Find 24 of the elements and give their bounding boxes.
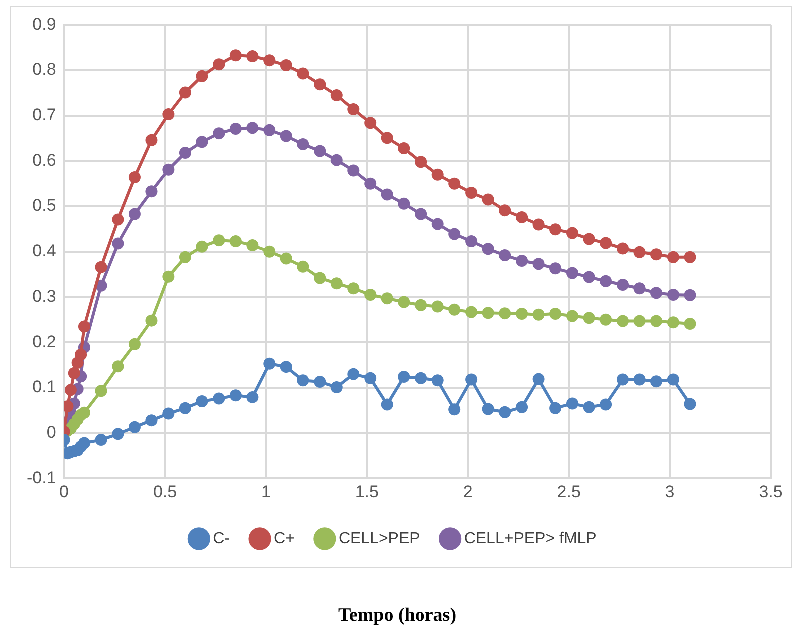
legend-label: C-	[213, 530, 230, 548]
legend-label: CELL+PEP> fMLP	[464, 530, 597, 548]
legend-label: CELL>PEP	[338, 530, 420, 548]
y-tick-label: 0.5	[32, 196, 56, 216]
y-tick-label: 0.2	[32, 332, 56, 352]
y-tick-label: 0.9	[32, 14, 56, 34]
y-tick-label: -0.1	[26, 468, 56, 488]
y-tick-label: 0.7	[32, 106, 56, 125]
x-tick-label: 3	[665, 482, 675, 502]
x-tick-label: 0.5	[153, 482, 178, 502]
x-tick-label: 2.5	[557, 482, 581, 502]
x-tick-label: 1	[261, 482, 271, 502]
legend-label: C+	[274, 530, 295, 548]
x-tick-label: 0	[60, 482, 70, 502]
y-tick-label: 0.6	[32, 150, 56, 170]
y-tick-label: 0	[46, 422, 56, 442]
x-tick-label: 2	[463, 482, 473, 502]
x-tick-label: 1.5	[355, 482, 379, 502]
y-tick-label: 0.1	[32, 378, 56, 397]
y-tick-label: 0.8	[32, 60, 56, 80]
x-tick-label: 3.5	[759, 482, 783, 502]
y-tick-label: 0.4	[32, 242, 56, 261]
text: Tempo (horas)	[337, 605, 458, 627]
y-tick-label: 0.3	[32, 286, 56, 306]
